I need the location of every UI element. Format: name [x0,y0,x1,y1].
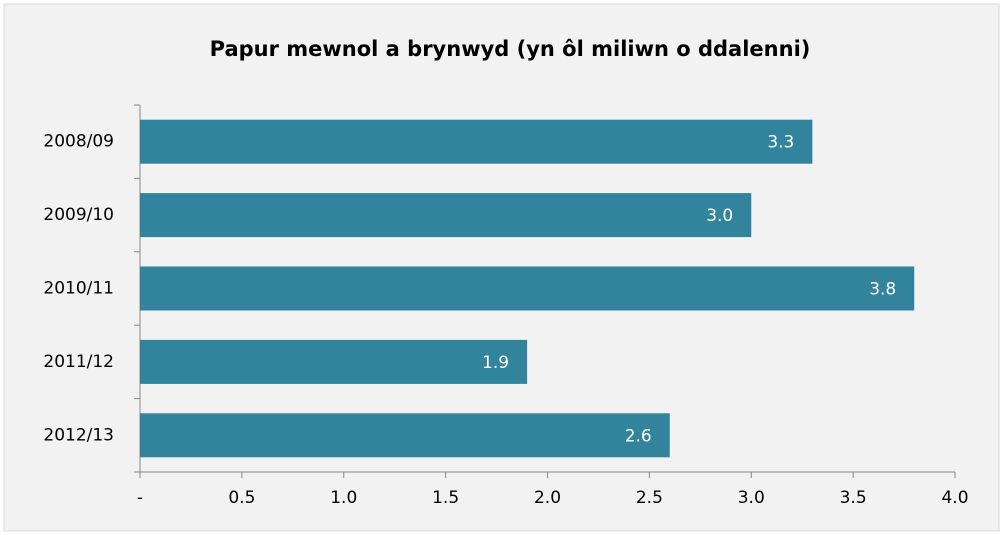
chart-title: Papur mewnol a brynwyd (yn ôl miliwn o d… [210,37,811,61]
bar [140,193,752,238]
x-tick-label: 3.5 [840,488,867,508]
y-tick-label: 2009/10 [43,205,114,225]
x-tick-label: 4.0 [941,488,968,508]
x-tick-label: 2.0 [534,488,561,508]
x-tick-label: 2.5 [636,488,663,508]
y-tick-label: 2010/11 [43,279,114,299]
y-tick-label: 2008/09 [43,132,114,152]
value-label: 1.9 [482,353,509,373]
x-tick-label: 1.0 [330,488,357,508]
value-label: 2.6 [625,426,652,446]
bar [140,339,528,384]
value-label: 3.0 [706,206,733,226]
value-label: 3.8 [869,280,896,300]
value-label: 3.3 [767,133,794,153]
bar [140,266,915,311]
bar [140,413,670,458]
x-tick-label: 3.0 [738,488,765,508]
bar [140,119,813,164]
x-tick-label: - [137,488,143,508]
x-tick-label: 0.5 [228,488,255,508]
y-tick-label: 2012/13 [43,425,114,445]
x-tick-label: 1.5 [432,488,459,508]
y-tick-label: 2011/12 [43,352,114,372]
